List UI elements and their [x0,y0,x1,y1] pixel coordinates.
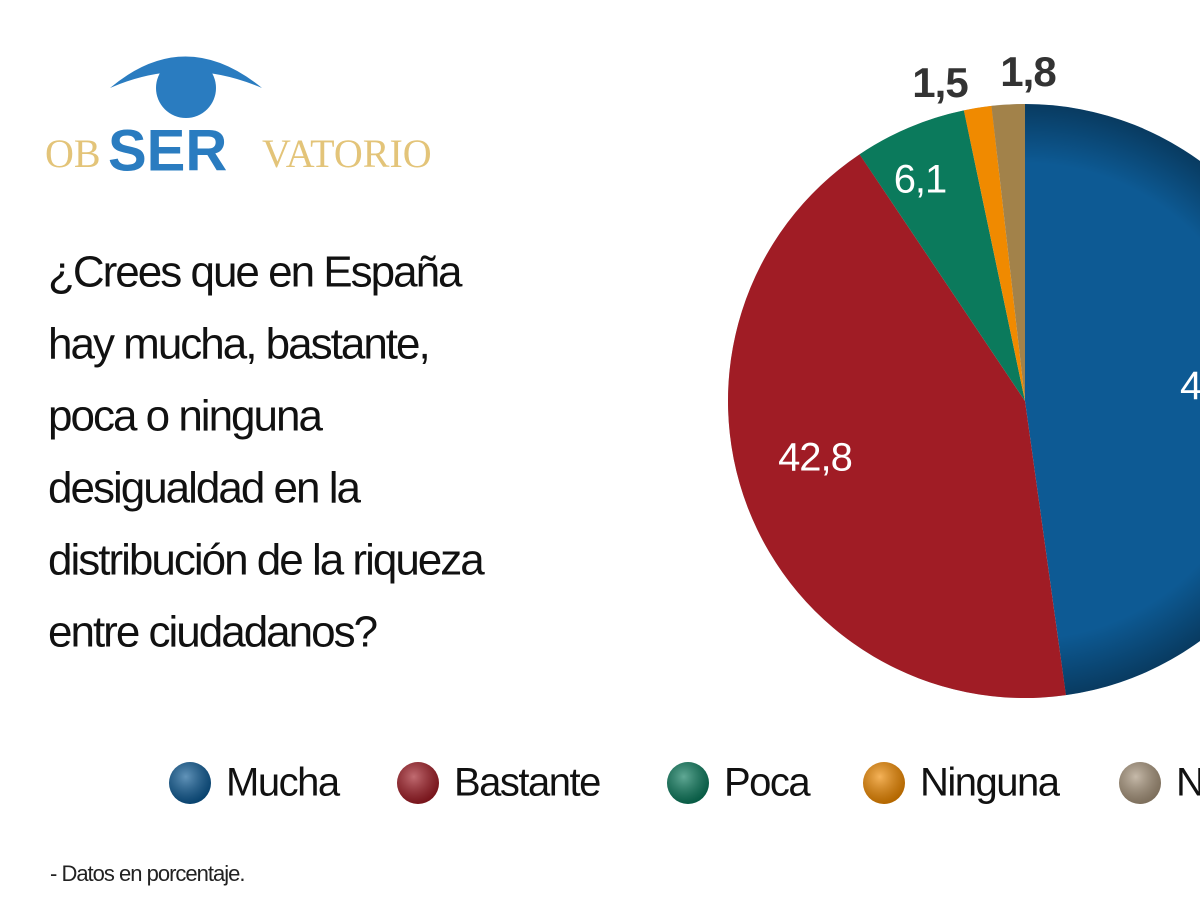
logo-text: OB [45,131,101,176]
question-line: distribución de la riqueza [48,536,485,585]
legend-swatch-shine [169,762,211,804]
logo-pupil [156,58,216,118]
data-label: 47,8 [1180,364,1200,408]
pie-slice [859,110,1025,401]
legend-swatch-shine [1119,762,1161,804]
question-line: desigualdad en la [48,464,361,513]
legend: Mucha Bastante Poca Ninguna NS/NC [169,761,1200,805]
legend-label: NS/NC [1176,761,1200,805]
question-line: ¿Crees que en España [48,248,463,297]
question-line: entre ciudadanos? [48,608,377,657]
legend-label: Poca [724,761,811,805]
data-label: 1,8 [1000,48,1056,95]
legend-swatch-shine [397,762,439,804]
data-label: 6,1 [894,158,947,202]
logo-text: SER [108,118,227,183]
pie-slice [963,105,1025,402]
pie-slice [991,104,1025,401]
question-line: hay mucha, bastante, [48,320,429,369]
legend-label: Mucha [226,761,341,805]
data-label: 1,5 [912,59,968,106]
question-line: poca o ninguna [48,392,323,441]
logo: OB SER VATORIO [45,56,432,183]
data-label: 42,8 [778,436,852,480]
legend-label: Ninguna [920,761,1061,805]
legend-swatch-shine [667,762,709,804]
legend-swatch-shine [863,762,905,804]
question: ¿Crees que en España hay mucha, bastante,… [48,248,487,657]
legend-label: Bastante [454,761,600,805]
logo-text: VATORIO [262,131,432,176]
pie: 47,8 42,8 6,1 1,5 1,8 [728,48,1200,699]
logo-eye [110,56,262,88]
note: - Datos en porcentaje. [50,861,244,886]
pie-slice [728,154,1066,699]
